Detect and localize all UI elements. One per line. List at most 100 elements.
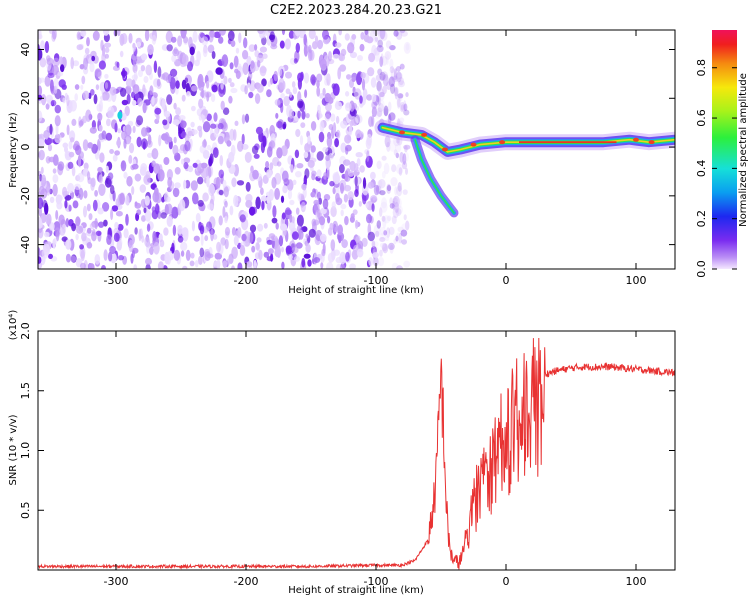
noise-speckle [163,110,171,118]
noise-speckle [227,30,235,41]
signal-blob [648,140,655,145]
noise-speckle [126,93,131,105]
noise-speckle [163,191,169,203]
y-tick-label: 0.5 [19,502,32,520]
noise-speckle [366,150,370,163]
noise-speckle [403,41,411,54]
noise-speckle [231,227,236,236]
noise-speckle [238,32,242,44]
noise-speckle [89,222,96,230]
noise-speckle [295,242,303,249]
noise-speckle [389,58,394,69]
noise-speckle [397,226,404,233]
noise-speckle [272,205,277,218]
noise-speckle [112,190,116,202]
noise-speckle [380,201,388,213]
noise-speckle [308,30,316,40]
noise-speckle [326,73,331,86]
noise-speckle [360,32,365,40]
noise-speckle [220,100,225,111]
noise-speckle [305,233,309,239]
noise-speckle [248,91,254,99]
noise-speckle [390,177,398,187]
noise-speckle [325,102,332,112]
noise-speckle [153,60,158,73]
noise-speckle [366,133,373,146]
noise-speckle [161,98,166,110]
noise-speckle [217,122,224,130]
noise-speckle [349,51,358,59]
noise-speckle [220,237,226,246]
noise-speckle [132,125,136,134]
noise-speckle [391,200,396,210]
noise-speckle [46,213,52,225]
noise-speckle [368,52,376,63]
noise-speckle [158,134,162,147]
noise-speckle [178,115,186,121]
noise-speckle [332,53,340,59]
noise-speckle [206,81,210,89]
noise-speckle [382,74,389,87]
noise-speckle [320,262,324,269]
noise-speckle [289,91,293,98]
noise-speckle [340,182,344,194]
noise-speckle [140,163,148,173]
noise-speckle [94,254,101,265]
noise-speckle [389,244,394,254]
noise-speckle [308,228,316,238]
noise-speckle [266,191,272,197]
noise-speckle [295,128,301,138]
noise-speckle [371,203,375,212]
colorbar-gradient [712,30,737,269]
noise-speckle [208,158,212,167]
noise-speckle [235,47,240,54]
x-tick-label: -200 [234,274,259,287]
noise-speckle [196,50,202,63]
noise-speckle [261,36,267,46]
noise-speckle [381,197,387,209]
noise-speckle [371,93,377,103]
noise-speckle [87,142,93,149]
noise-speckle [81,75,86,85]
noise-speckle [405,43,410,51]
noise-speckle [294,149,300,159]
noise-speckle [144,236,151,248]
spectrogram-x-ticks: -300 -200 -100 0 100 [104,30,647,287]
noise-speckle [80,262,86,269]
signal-blob [441,147,448,152]
noise-speckle [263,251,270,258]
x-tick-label: -100 [364,575,389,588]
noise-speckle [124,124,132,136]
noise-speckle [241,133,245,145]
noise-speckle [106,234,112,245]
noise-speckle [245,181,251,192]
noise-speckle [57,161,65,171]
noise-speckle [304,168,310,179]
noise-speckle [380,56,388,66]
spectrogram-y-axis-label: Frequency (Hz) [8,112,19,188]
noise-speckle [38,217,43,228]
noise-speckle [52,57,60,67]
noise-speckle [44,41,50,53]
noise-speckle [256,83,264,93]
noise-speckle [309,157,317,163]
noise-speckle [55,194,62,205]
noise-speckle [344,33,350,41]
noise-speckle [224,238,229,250]
noise-speckle [402,153,407,166]
noise-speckle [394,143,402,153]
noise-speckle [125,85,132,95]
noise-speckle [327,252,335,263]
noise-speckle [61,236,68,242]
noise-speckle [379,30,386,40]
noise-speckle [376,80,382,92]
snr-x-axis-label: Height of straight line (km) [288,585,424,596]
noise-speckle [340,120,348,129]
noise-speckle [361,78,366,91]
noise-speckle [370,77,377,88]
noise-speckle [44,231,50,238]
noise-speckle [65,218,70,228]
noise-speckle [396,185,403,197]
noise-speckle [373,224,381,237]
noise-speckle [54,133,61,141]
